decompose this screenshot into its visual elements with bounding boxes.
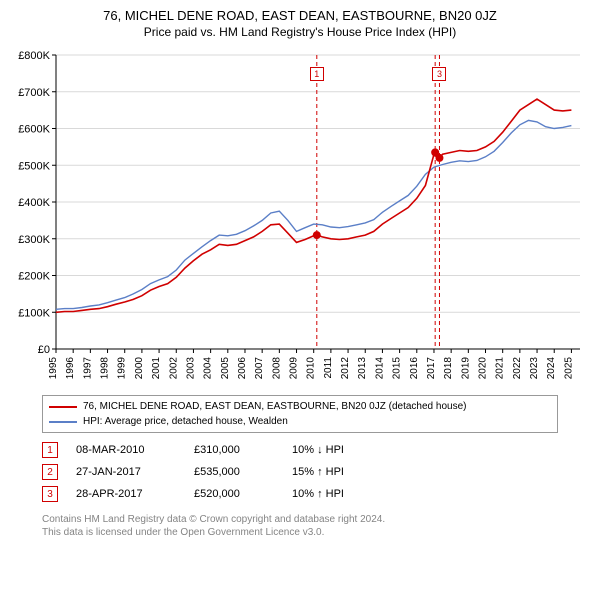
y-tick-label: £200K (18, 271, 50, 283)
x-tick-label: 2010 (306, 357, 317, 380)
attribution-line: This data is licensed under the Open Gov… (42, 526, 558, 539)
sale-price: £310,000 (194, 444, 274, 456)
sale-point (313, 231, 321, 239)
x-tick-label: 1996 (65, 357, 76, 380)
chart-container: £0 £100K £200K £300K £400K £500K £600K £700K £80… (10, 49, 590, 389)
sale-date: 27-JAN-2017 (76, 466, 176, 478)
x-tick-label: 2002 (168, 357, 179, 380)
chart-subtitle: Price paid vs. HM Land Registry's House … (0, 25, 600, 39)
legend: 76, MICHEL DENE ROAD, EAST DEAN, EASTBOU… (42, 395, 558, 433)
sale-badge: 3 (42, 486, 58, 502)
x-tick-label: 2022 (512, 357, 523, 380)
chart-title: 76, MICHEL DENE ROAD, EAST DEAN, EASTBOU… (0, 8, 600, 23)
y-tick-label: £0 (38, 344, 50, 356)
x-tick-label: 2004 (203, 357, 214, 380)
x-tick-label: 2024 (546, 357, 557, 380)
y-tick-label: £400K (18, 197, 50, 209)
x-tick-label: 2018 (443, 357, 454, 380)
sale-badge-top: 3 (432, 67, 446, 81)
sale-badge: 2 (42, 464, 58, 480)
x-tick-label: 2015 (392, 357, 403, 380)
x-tick-label: 1999 (117, 357, 128, 380)
x-tick-label: 1997 (82, 357, 93, 380)
x-tick-label: 2019 (460, 357, 471, 380)
attribution: Contains HM Land Registry data © Crown c… (42, 513, 558, 539)
x-tick-label: 1995 (48, 357, 59, 380)
x-tick-label: 2017 (426, 357, 437, 380)
sale-badge-top: 1 (310, 67, 324, 81)
y-tick-label: £100K (18, 307, 50, 319)
sale-date: 28-APR-2017 (76, 488, 176, 500)
x-tick-label: 2013 (357, 357, 368, 380)
x-tick-label: 2020 (478, 357, 489, 380)
sale-badge: 1 (42, 442, 58, 458)
sale-row: 3 28-APR-2017 £520,000 10% ↑ HPI (42, 483, 558, 505)
legend-item: HPI: Average price, detached house, Weal… (49, 414, 551, 429)
x-tick-label: 2005 (220, 357, 231, 380)
y-tick-label: £600K (18, 124, 50, 136)
x-tick-label: 2008 (271, 357, 282, 380)
attribution-line: Contains HM Land Registry data © Crown c… (42, 513, 558, 526)
x-tick-label: 2007 (254, 357, 265, 380)
x-tick-label: 2000 (134, 357, 145, 380)
x-tick-label: 2021 (495, 357, 506, 380)
y-tick-label: £300K (18, 234, 50, 246)
sale-delta: 10% ↓ HPI (292, 444, 382, 456)
sale-row: 1 08-MAR-2010 £310,000 10% ↓ HPI (42, 439, 558, 461)
y-tick-label: £700K (18, 87, 50, 99)
legend-label: 76, MICHEL DENE ROAD, EAST DEAN, EASTBOU… (83, 401, 466, 412)
x-tick-label: 2009 (289, 357, 300, 380)
x-tick-label: 2003 (185, 357, 196, 380)
sale-row: 2 27-JAN-2017 £535,000 15% ↑ HPI (42, 461, 558, 483)
sale-delta: 15% ↑ HPI (292, 466, 382, 478)
line-chart: £0 £100K £200K £300K £400K £500K £600K £700K £80… (10, 49, 590, 389)
sale-point (435, 154, 443, 162)
x-tick-label: 2011 (323, 357, 334, 379)
sales-table: 1 08-MAR-2010 £310,000 10% ↓ HPI 2 27-JAN-201… (42, 439, 558, 505)
y-tick-label: £800K (18, 50, 50, 62)
x-tick-label: 2014 (374, 357, 385, 380)
chart-header: 76, MICHEL DENE ROAD, EAST DEAN, EASTBOU… (0, 0, 600, 43)
y-tick-label: £500K (18, 160, 50, 172)
legend-label: HPI: Average price, detached house, Weal… (83, 416, 288, 427)
x-tick-label: 2001 (151, 357, 162, 380)
x-tick-label: 1998 (100, 357, 111, 380)
series-property (56, 99, 571, 312)
x-tick-label: 2025 (563, 357, 574, 380)
legend-swatch (49, 421, 77, 423)
sale-delta: 10% ↑ HPI (292, 488, 382, 500)
sale-price: £520,000 (194, 488, 274, 500)
series-hpi (56, 120, 571, 309)
x-tick-label: 2012 (340, 357, 351, 380)
legend-swatch (49, 406, 77, 408)
x-tick-label: 2016 (409, 357, 420, 380)
sale-date: 08-MAR-2010 (76, 444, 176, 456)
sale-price: £535,000 (194, 466, 274, 478)
x-tick-label: 2023 (529, 357, 540, 380)
x-tick-label: 2006 (237, 357, 248, 380)
legend-item: 76, MICHEL DENE ROAD, EAST DEAN, EASTBOU… (49, 399, 551, 414)
